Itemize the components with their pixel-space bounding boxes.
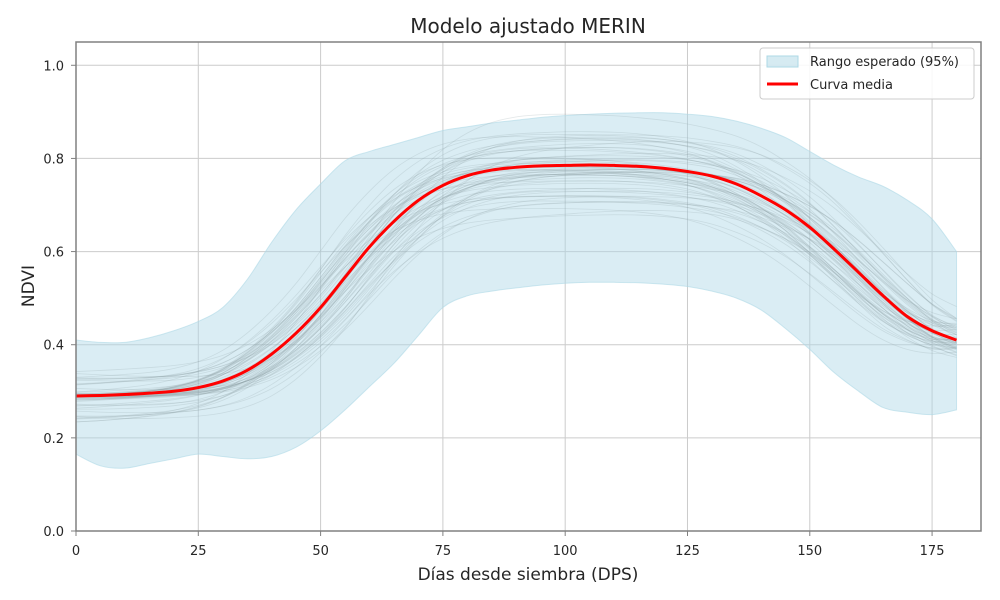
sample-curve (76, 208, 957, 398)
sample-curve (76, 160, 957, 382)
sample-curve (76, 134, 957, 381)
y-axis-title: NDVI (19, 265, 39, 307)
sample-curve (76, 136, 957, 397)
sample-curve (76, 156, 957, 397)
sample-curve (76, 173, 957, 396)
plot-frame (75, 41, 982, 532)
legend-box (759, 47, 975, 100)
sample-curve (76, 201, 957, 406)
sample-curve (76, 173, 957, 400)
sample-curve (76, 195, 957, 397)
sample-curve (76, 139, 957, 399)
sample-curve (76, 143, 957, 396)
sample-curve (76, 180, 957, 379)
sample-curve (76, 182, 957, 396)
sample-curve (76, 136, 957, 378)
y-tick-label: 0.6 (43, 246, 64, 261)
sample-curve (76, 162, 957, 395)
sample-curve (76, 210, 957, 414)
sample-curve (76, 188, 957, 393)
sample-curve (76, 146, 957, 423)
sample-curve (76, 195, 957, 397)
sample-curve (76, 169, 957, 372)
legend-mean-label: Curva media (810, 78, 893, 93)
sample-curve (76, 153, 957, 378)
x-tick-label: 150 (797, 544, 822, 559)
sample-curve (76, 174, 957, 407)
x-tick-label: 25 (190, 544, 207, 559)
sample-curve (76, 167, 957, 400)
y-tick-label: 1.0 (43, 59, 64, 74)
sample-curve (76, 169, 957, 393)
y-tick-label: 0.8 (43, 152, 64, 167)
x-tick-label: 175 (920, 544, 945, 559)
sample-curve (76, 190, 957, 399)
sample-curves (76, 113, 957, 423)
sample-curve (76, 134, 957, 398)
sample-curve (76, 158, 957, 402)
sample-curve (76, 155, 957, 400)
sample-curve (76, 146, 957, 395)
sample-curve (76, 158, 957, 398)
y-tick-label: 0.2 (43, 432, 64, 447)
sample-curve (76, 149, 957, 385)
sample-curve (76, 190, 957, 397)
sample-curve (76, 137, 957, 420)
sample-curve (76, 160, 957, 397)
sample-curve (76, 171, 957, 409)
sample-curve (76, 131, 957, 396)
x-tick-label: 125 (675, 544, 700, 559)
sample-curve (76, 175, 957, 394)
confidence-band (76, 112, 958, 469)
chart-title: Modelo ajustado MERIN (410, 14, 646, 38)
sample-curve (76, 171, 957, 417)
x-tick-label: 75 (435, 544, 452, 559)
sample-curve (76, 138, 957, 419)
sample-curve (76, 195, 957, 397)
sample-curve (76, 200, 957, 397)
y-tick-label: 0.4 (43, 339, 64, 354)
mean-curve (76, 163, 958, 398)
sample-curve (76, 171, 957, 391)
sample-curve (76, 113, 957, 385)
sample-curve (76, 187, 957, 396)
sample-curve (76, 171, 957, 410)
sample-curve (76, 171, 957, 395)
sample-curve (76, 169, 957, 398)
sample-curve (76, 177, 957, 423)
legend-band-label: Rango esperado (95%) (810, 55, 959, 70)
sample-curve (76, 195, 957, 398)
sample-curve (76, 201, 957, 397)
plot-area: 0 25 50 75 100 125 150 175 0.0 0.2 0.4 0.6 0.8 1.0 (43, 41, 982, 559)
x-tick-label: 0 (72, 544, 80, 559)
sample-curve (76, 168, 957, 397)
x-tick-label: 50 (312, 544, 329, 559)
sample-curve (76, 168, 957, 395)
sample-curve (76, 141, 957, 419)
legend-band-swatch (766, 55, 799, 68)
sample-curve (76, 168, 957, 418)
x-tick-label: 100 (553, 544, 578, 559)
sample-curve (76, 147, 957, 402)
x-axis-title: Días desde siembra (DPS) (418, 565, 639, 585)
sample-curve (76, 214, 957, 406)
y-tick-label: 0.0 (43, 525, 64, 540)
legend: Rango esperado (95%) Curva media (759, 47, 975, 100)
